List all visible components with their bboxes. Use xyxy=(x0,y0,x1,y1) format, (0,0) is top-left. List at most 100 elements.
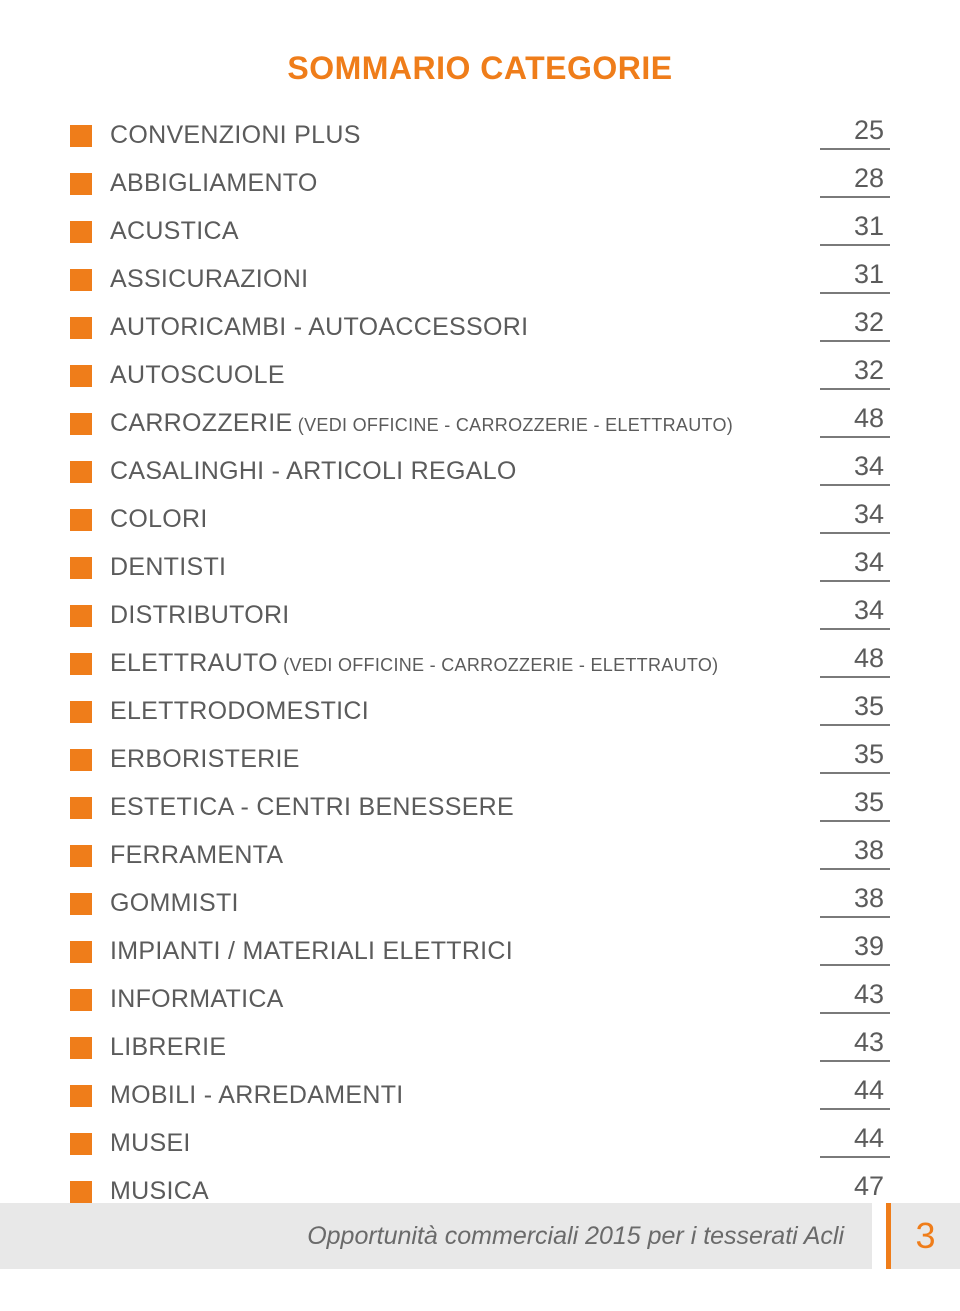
toc-label-wrap: COLORI xyxy=(110,505,208,534)
toc-left: DISTRIBUTORI xyxy=(70,601,290,630)
toc-page-number: 48 xyxy=(820,403,890,438)
toc-label: DISTRIBUTORI xyxy=(110,601,290,629)
toc-label: ESTETICA - CENTRI BENESSERE xyxy=(110,793,514,821)
toc-row: ELETTRODOMESTICI35 xyxy=(70,691,890,726)
footer-text: Opportunità commerciali 2015 per i tesse… xyxy=(307,1222,844,1251)
toc-label-wrap: GOMMISTI xyxy=(110,889,239,918)
toc-label: INFORMATICA xyxy=(110,985,284,1013)
toc-left: ASSICURAZIONI xyxy=(70,265,308,294)
toc-left: ESTETICA - CENTRI BENESSERE xyxy=(70,793,514,822)
toc-label: ABBIGLIAMENTO xyxy=(110,169,318,197)
toc-page-number: 48 xyxy=(820,643,890,678)
toc-list: CONVENZIONI PLUS25 ABBIGLIAMENTO 28 ACUSTIC… xyxy=(70,115,890,1206)
toc-row: LIBRERIE43 xyxy=(70,1027,890,1062)
toc-page-number: 38 xyxy=(820,883,890,918)
toc-label: IMPIANTI / MATERIALI ELETTRICI xyxy=(110,937,513,965)
square-bullet-icon xyxy=(70,413,92,435)
toc-sublabel: (VEDI OFFICINE - CARROZZERIE - ELETTRAUT… xyxy=(278,655,719,675)
toc-page-number: 31 xyxy=(820,259,890,294)
toc-label-wrap: ASSICURAZIONI xyxy=(110,265,308,294)
toc-left: GOMMISTI xyxy=(70,889,239,918)
square-bullet-icon xyxy=(70,797,92,819)
toc-left: MOBILI - ARREDAMENTI xyxy=(70,1081,404,1110)
square-bullet-icon xyxy=(70,701,92,723)
toc-left: COLORI xyxy=(70,505,208,534)
toc-row: CARROZZERIE (VEDI OFFICINE - CARROZZERIE… xyxy=(70,403,890,438)
toc-label: MUSEI xyxy=(110,1129,191,1157)
toc-left: ERBORISTERIE xyxy=(70,745,300,774)
toc-page-number: 28 xyxy=(820,163,890,198)
toc-page-number: 34 xyxy=(820,499,890,534)
square-bullet-icon xyxy=(70,1181,92,1203)
toc-page-number: 44 xyxy=(820,1123,890,1158)
toc-left: CASALINGHI - ARTICOLI REGALO xyxy=(70,457,517,486)
toc-label: MUSICA xyxy=(110,1177,209,1205)
toc-row: ESTETICA - CENTRI BENESSERE35 xyxy=(70,787,890,822)
toc-label-wrap: ESTETICA - CENTRI BENESSERE xyxy=(110,793,514,822)
square-bullet-icon xyxy=(70,173,92,195)
toc-page-number: 35 xyxy=(820,691,890,726)
toc-row: DISTRIBUTORI 34 xyxy=(70,595,890,630)
toc-label-wrap: AUTORICAMBI - AUTOACCESSORI xyxy=(110,313,528,342)
square-bullet-icon xyxy=(70,1037,92,1059)
toc-label: ELETTRAUTO xyxy=(110,649,278,677)
square-bullet-icon xyxy=(70,221,92,243)
toc-left: DENTISTI xyxy=(70,553,226,582)
square-bullet-icon xyxy=(70,1085,92,1107)
square-bullet-icon xyxy=(70,749,92,771)
footer-page-number: 3 xyxy=(915,1215,935,1257)
square-bullet-icon xyxy=(70,941,92,963)
toc-row: MUSEI 44 xyxy=(70,1123,890,1158)
toc-left: INFORMATICA xyxy=(70,985,284,1014)
toc-label: CONVENZIONI PLUS xyxy=(110,121,361,149)
footer-gap xyxy=(872,1203,886,1269)
toc-label: COLORI xyxy=(110,505,208,533)
toc-label-wrap: IMPIANTI / MATERIALI ELETTRICI xyxy=(110,937,513,966)
toc-row: AUTORICAMBI - AUTOACCESSORI 32 xyxy=(70,307,890,342)
toc-left: CARROZZERIE (VEDI OFFICINE - CARROZZERIE… xyxy=(70,409,733,438)
toc-label-wrap: CASALINGHI - ARTICOLI REGALO xyxy=(110,457,517,486)
toc-row: MOBILI - ARREDAMENTI 44 xyxy=(70,1075,890,1110)
toc-label: LIBRERIE xyxy=(110,1033,226,1061)
toc-page-number: 32 xyxy=(820,307,890,342)
toc-row: DENTISTI34 xyxy=(70,547,890,582)
toc-left: CONVENZIONI PLUS xyxy=(70,121,361,150)
toc-left: LIBRERIE xyxy=(70,1033,226,1062)
square-bullet-icon xyxy=(70,605,92,627)
toc-sublabel: (VEDI OFFICINE - CARROZZERIE - ELETTRAUT… xyxy=(292,415,733,435)
square-bullet-icon xyxy=(70,509,92,531)
toc-row: CASALINGHI - ARTICOLI REGALO 34 xyxy=(70,451,890,486)
toc-left: ELETTRAUTO (VEDI OFFICINE - CARROZZERIE … xyxy=(70,649,718,678)
toc-label: ACUSTICA xyxy=(110,217,239,245)
toc-row: ELETTRAUTO (VEDI OFFICINE - CARROZZERIE … xyxy=(70,643,890,678)
toc-page-number: 44 xyxy=(820,1075,890,1110)
toc-label: AUTOSCUOLE xyxy=(110,361,285,389)
toc-page-number: 31 xyxy=(820,211,890,246)
toc-row: ACUSTICA 31 xyxy=(70,211,890,246)
footer: Opportunità commerciali 2015 per i tesse… xyxy=(0,1203,960,1269)
square-bullet-icon xyxy=(70,365,92,387)
toc-left: ACUSTICA xyxy=(70,217,239,246)
toc-left: IMPIANTI / MATERIALI ELETTRICI xyxy=(70,937,513,966)
toc-label-wrap: FERRAMENTA xyxy=(110,841,283,870)
toc-label: CARROZZERIE xyxy=(110,409,292,437)
square-bullet-icon xyxy=(70,557,92,579)
toc-row: ASSICURAZIONI 31 xyxy=(70,259,890,294)
toc-label-wrap: CARROZZERIE (VEDI OFFICINE - CARROZZERIE… xyxy=(110,409,733,438)
toc-label: GOMMISTI xyxy=(110,889,239,917)
square-bullet-icon xyxy=(70,989,92,1011)
toc-label-wrap: LIBRERIE xyxy=(110,1033,226,1062)
toc-left: AUTOSCUOLE xyxy=(70,361,285,390)
toc-label: FERRAMENTA xyxy=(110,841,283,869)
toc-label-wrap: ELETTRAUTO (VEDI OFFICINE - CARROZZERIE … xyxy=(110,649,718,678)
toc-left: MUSICA xyxy=(70,1177,209,1206)
toc-page-number: 34 xyxy=(820,451,890,486)
toc-left: AUTORICAMBI - AUTOACCESSORI xyxy=(70,313,528,342)
toc-label-wrap: ERBORISTERIE xyxy=(110,745,300,774)
page: SOMMARIO CATEGORIE CONVENZIONI PLUS25ABB… xyxy=(0,0,960,1311)
toc-row: CONVENZIONI PLUS25 xyxy=(70,115,890,150)
square-bullet-icon xyxy=(70,125,92,147)
toc-page-number: 43 xyxy=(820,979,890,1014)
toc-page-number: 34 xyxy=(820,595,890,630)
toc-label: CASALINGHI - ARTICOLI REGALO xyxy=(110,457,517,485)
